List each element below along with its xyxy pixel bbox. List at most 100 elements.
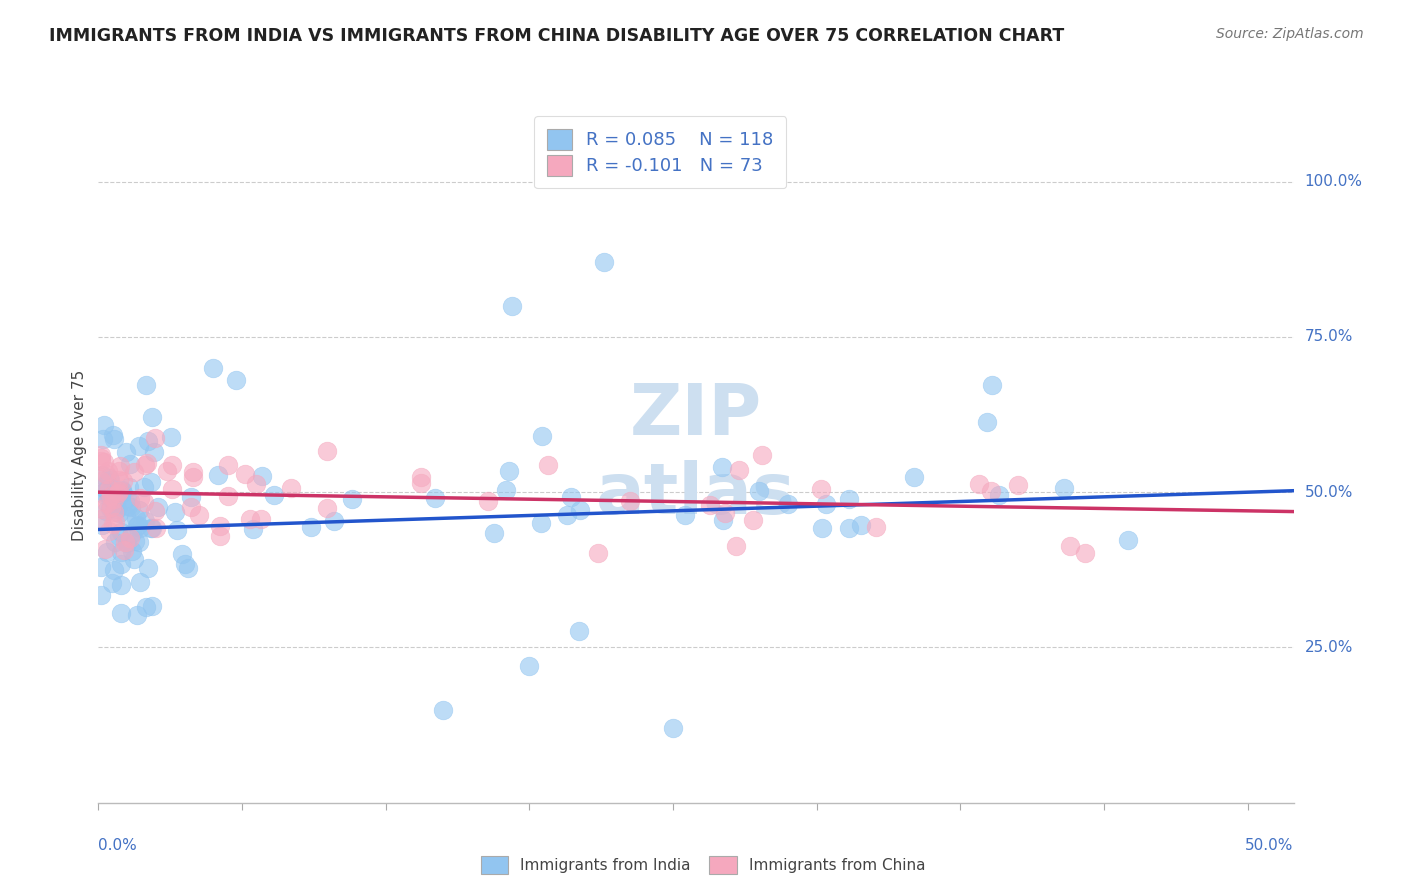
- Point: [245, 477, 267, 491]
- Point: [104, 515, 127, 529]
- Point: [482, 526, 505, 541]
- Point: [1007, 478, 1029, 492]
- Point: [125, 511, 148, 525]
- Point: [98, 482, 121, 496]
- Point: [536, 458, 558, 472]
- Point: [125, 519, 148, 533]
- Point: [250, 469, 273, 483]
- Point: [139, 475, 162, 489]
- Point: [111, 484, 134, 499]
- Point: [103, 433, 125, 447]
- Point: [90, 475, 112, 489]
- Point: [742, 513, 765, 527]
- Point: [209, 519, 232, 533]
- Point: [815, 497, 838, 511]
- Point: [156, 464, 179, 478]
- Point: [98, 489, 121, 503]
- Point: [98, 501, 121, 516]
- Point: [810, 482, 832, 496]
- Point: [108, 464, 131, 478]
- Point: [135, 456, 157, 470]
- Text: Source: ZipAtlas.com: Source: ZipAtlas.com: [1216, 27, 1364, 41]
- Point: [1074, 546, 1097, 560]
- Point: [101, 575, 124, 590]
- Y-axis label: Disability Age Over 75: Disability Age Over 75: [72, 369, 87, 541]
- Point: [299, 520, 322, 534]
- Point: [217, 489, 239, 503]
- Point: [96, 496, 118, 510]
- Point: [160, 458, 183, 472]
- Point: [495, 483, 517, 498]
- Point: [1118, 533, 1140, 547]
- Text: ZIP
atlas: ZIP atlas: [596, 381, 796, 529]
- Point: [851, 517, 873, 532]
- Point: [96, 475, 118, 489]
- Point: [101, 428, 124, 442]
- Point: [91, 433, 114, 447]
- Point: [225, 373, 247, 387]
- Point: [673, 508, 696, 522]
- Point: [976, 415, 998, 429]
- Point: [728, 463, 751, 477]
- Point: [619, 494, 641, 508]
- Point: [112, 543, 135, 558]
- Point: [103, 493, 125, 508]
- Point: [90, 501, 112, 516]
- Point: [173, 557, 195, 571]
- Point: [118, 480, 141, 494]
- Point: [181, 466, 204, 480]
- Point: [115, 535, 138, 549]
- Point: [108, 529, 131, 543]
- Point: [107, 486, 129, 500]
- Point: [529, 516, 551, 530]
- Point: [170, 547, 193, 561]
- Point: [134, 458, 156, 472]
- Point: [1059, 539, 1081, 553]
- Point: [143, 431, 166, 445]
- Point: [97, 464, 120, 478]
- Text: IMMIGRANTS FROM INDIA VS IMMIGRANTS FROM CHINA DISABILITY AGE OVER 75 CORRELATIO: IMMIGRANTS FROM INDIA VS IMMIGRANTS FROM…: [49, 27, 1064, 45]
- Point: [217, 458, 239, 472]
- Point: [108, 483, 131, 498]
- Point: [263, 487, 285, 501]
- Point: [127, 607, 149, 622]
- Point: [134, 514, 156, 528]
- Point: [160, 482, 183, 496]
- Point: [94, 504, 117, 518]
- Point: [662, 721, 685, 735]
- Point: [555, 508, 578, 522]
- Point: [517, 658, 540, 673]
- Point: [967, 477, 990, 491]
- Point: [110, 545, 132, 559]
- Text: 75.0%: 75.0%: [1305, 329, 1353, 344]
- Point: [91, 517, 114, 532]
- Point: [93, 485, 115, 500]
- Point: [141, 599, 163, 614]
- Point: [136, 434, 159, 448]
- Point: [118, 493, 141, 508]
- Point: [135, 600, 157, 615]
- Point: [127, 517, 149, 532]
- Legend: R = 0.085    N = 118, R = -0.101   N = 73: R = 0.085 N = 118, R = -0.101 N = 73: [534, 116, 786, 188]
- Point: [135, 378, 157, 392]
- Point: [748, 484, 770, 499]
- Point: [90, 451, 112, 466]
- Point: [114, 535, 136, 549]
- Point: [141, 520, 163, 534]
- Point: [96, 483, 118, 497]
- Point: [110, 606, 132, 620]
- Point: [128, 503, 150, 517]
- Point: [94, 488, 117, 502]
- Point: [111, 483, 134, 497]
- Point: [103, 535, 125, 549]
- Point: [98, 473, 121, 487]
- Text: 50.0%: 50.0%: [1246, 838, 1294, 853]
- Point: [100, 489, 122, 503]
- Point: [568, 624, 591, 639]
- Point: [128, 439, 150, 453]
- Point: [90, 588, 112, 602]
- Point: [711, 513, 734, 527]
- Point: [145, 503, 167, 517]
- Point: [980, 483, 1002, 498]
- Point: [477, 494, 499, 508]
